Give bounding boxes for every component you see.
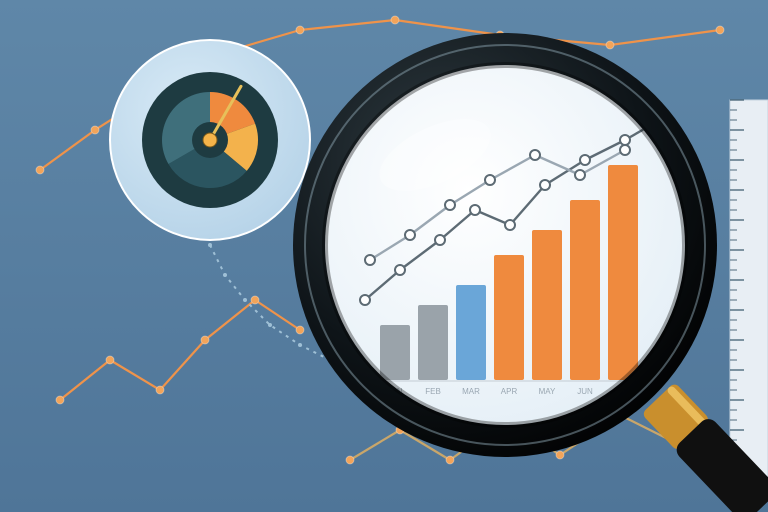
ruler	[730, 100, 768, 500]
data-point	[435, 235, 445, 245]
data-point	[620, 145, 630, 155]
bar	[494, 255, 524, 380]
bar-label: MAY	[539, 387, 556, 396]
bar	[608, 165, 638, 380]
data-point	[365, 255, 375, 265]
data-point	[395, 265, 405, 275]
data-point	[445, 200, 455, 210]
data-point	[575, 170, 585, 180]
bar	[380, 325, 410, 380]
bar	[456, 285, 486, 380]
data-point	[505, 220, 515, 230]
data-point	[530, 150, 540, 160]
pie-gauge	[110, 40, 310, 240]
bar-label: MAR	[462, 387, 480, 396]
data-point	[540, 180, 550, 190]
data-point	[405, 230, 415, 240]
bar	[570, 200, 600, 380]
data-point	[470, 205, 480, 215]
bar-label: FEB	[425, 387, 441, 396]
data-point	[580, 155, 590, 165]
bar-label: APR	[501, 387, 518, 396]
analytics-illustration: JANFEBMARAPRMAYJUNJUL	[0, 0, 768, 512]
bar	[532, 230, 562, 380]
data-point	[620, 135, 630, 145]
data-point	[485, 175, 495, 185]
bar	[418, 305, 448, 380]
bar-label: JUN	[577, 387, 593, 396]
data-point	[360, 295, 370, 305]
